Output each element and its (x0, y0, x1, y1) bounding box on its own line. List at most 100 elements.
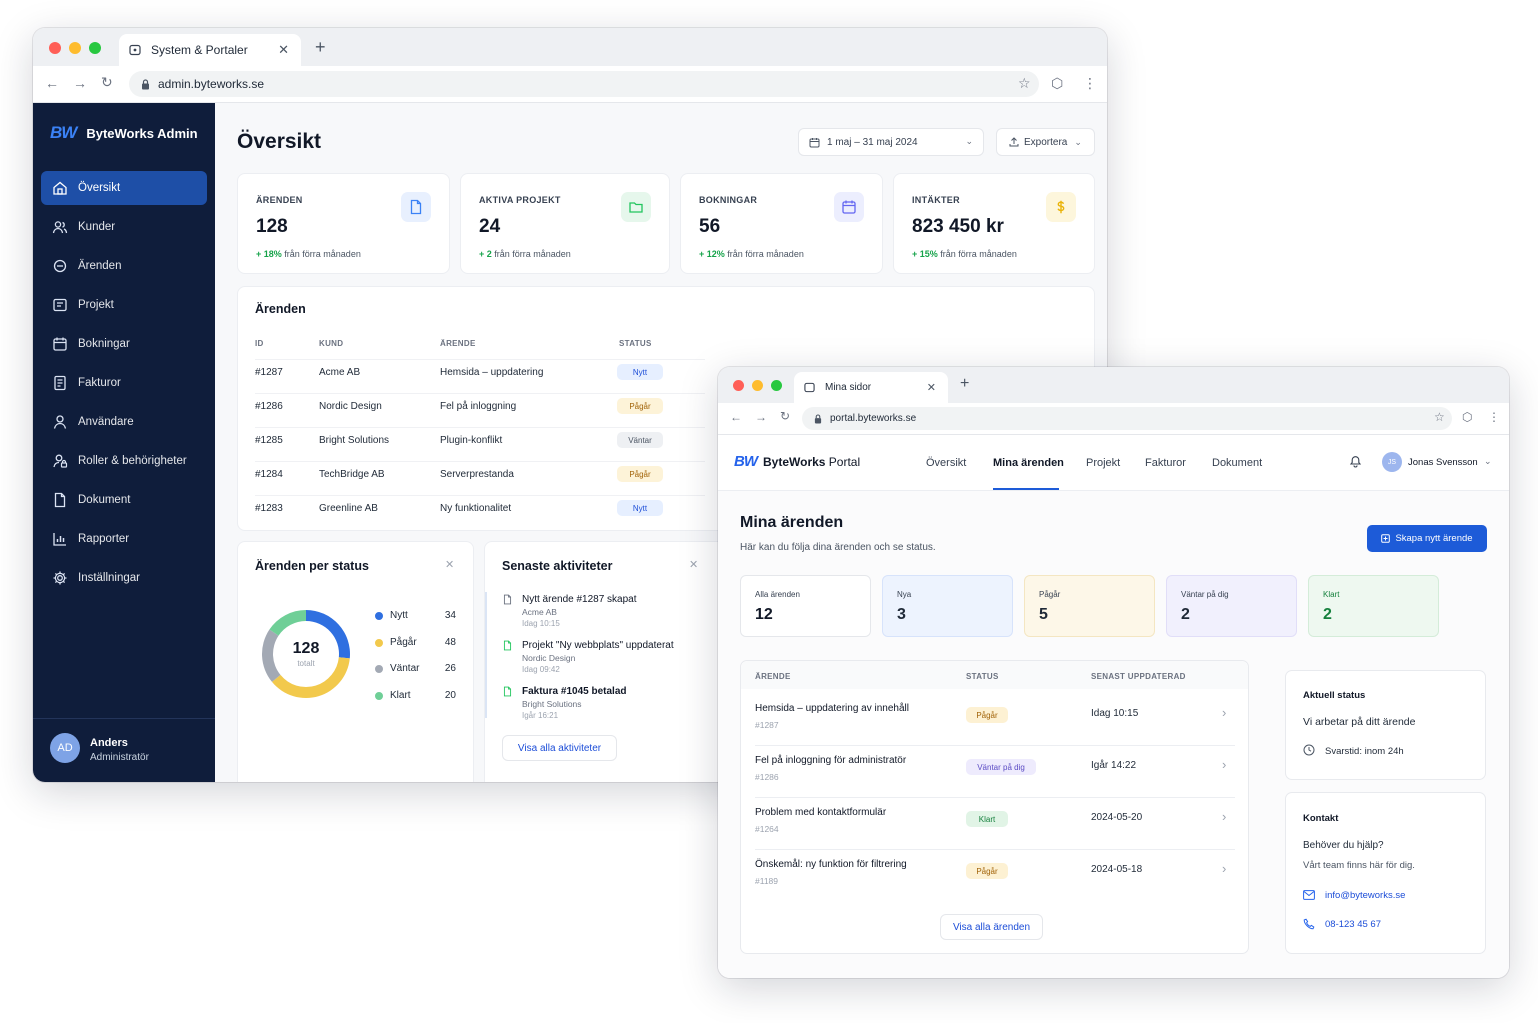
ticket-title[interactable]: Fel på inloggning för administratör (755, 755, 907, 766)
ticket-subject[interactable]: Hemsida – uppdatering (440, 367, 544, 378)
chevron-down-icon[interactable]: ⌄ (1484, 456, 1492, 466)
status-tile[interactable]: Pågår 5 (1024, 575, 1155, 637)
back-icon[interactable]: ← (45, 75, 59, 91)
nav-tab-0[interactable]: Översikt (926, 457, 967, 469)
avatar[interactable]: JS (1382, 452, 1402, 472)
close-window-button[interactable] (49, 42, 61, 54)
contact-email-link[interactable]: info@byteworks.se (1325, 890, 1406, 901)
sidebar-item-0[interactable]: Översikt (41, 171, 207, 205)
ticket-id[interactable]: #1286 (255, 401, 283, 412)
calendar-icon (809, 137, 820, 148)
activity-subject: Acme AB (522, 607, 557, 617)
reload-icon[interactable]: ↻ (780, 409, 791, 423)
sidebar-item-8[interactable]: Dokument (41, 483, 207, 517)
stat-delta-text: från förra månaden (724, 249, 804, 259)
nav-tab-4[interactable]: Dokument (1212, 457, 1263, 469)
close-tab-icon[interactable]: ✕ (278, 42, 289, 57)
reload-icon[interactable]: ↻ (101, 74, 113, 90)
browser-menu-icon[interactable]: ⋮ (1083, 75, 1097, 91)
nav-tab-1[interactable]: Mina ärenden (993, 457, 1064, 469)
bookmark-star-icon[interactable]: ☆ (1018, 75, 1031, 91)
contact-phone-link[interactable]: 08-123 45 67 (1325, 919, 1381, 930)
admin-brand[interactable]: BW ByteWorks Admin (50, 123, 198, 143)
sidebar-item-6[interactable]: Användare (41, 405, 207, 439)
nav-tab-2[interactable]: Projekt (1086, 457, 1121, 469)
ticket-id[interactable]: #1287 (255, 367, 283, 378)
forward-icon[interactable]: → (73, 75, 87, 91)
status-tile[interactable]: Klart 2 (1308, 575, 1439, 637)
sidebar-item-5[interactable]: Fakturor (41, 366, 207, 400)
activity-subject: Bright Solutions (522, 699, 582, 709)
bookmark-star-icon[interactable]: ☆ (1434, 410, 1445, 424)
create-ticket-button[interactable]: Skapa nytt ärende (1367, 525, 1487, 552)
portal-brand[interactable]: BW ByteWorks Portal (734, 453, 860, 470)
ticket-subject[interactable]: Plugin-konflikt (440, 435, 503, 446)
status-tile[interactable]: Väntar på dig 2 (1166, 575, 1297, 637)
window-controls[interactable] (733, 380, 782, 391)
stat-delta-text: från förra månaden (281, 249, 361, 259)
export-button[interactable]: Exportera ⌄ (996, 128, 1095, 156)
legend-value: 20 (444, 689, 456, 701)
browser-tab[interactable]: Mina sidor ✕ (794, 372, 948, 403)
ticket-title[interactable]: Önskemål: ny funktion för filtrering (755, 859, 907, 870)
status-tile[interactable]: Alla ärenden 12 (740, 575, 871, 637)
close-icon[interactable]: ✕ (445, 559, 455, 571)
extensions-icon[interactable]: ⬡ (1051, 75, 1064, 91)
chevron-right-icon[interactable]: › (1222, 809, 1227, 824)
tab-title: System & Portaler (151, 43, 248, 57)
brand-name-rest: Portal (825, 454, 861, 469)
activity-title[interactable]: Projekt "Ny webbplats" uppdaterat (522, 640, 674, 651)
close-icon[interactable]: ✕ (689, 559, 699, 571)
status-tile[interactable]: Nya 3 (882, 575, 1013, 637)
status-badge: Väntar på dig (966, 759, 1036, 775)
sidebar-user[interactable]: AD Anders Administratör (33, 718, 215, 782)
ticket-subject[interactable]: Serverprestanda (440, 469, 514, 480)
view-all-activities-button[interactable]: Visa alla aktiviteter (502, 735, 617, 761)
date-range-picker[interactable]: 1 maj – 31 maj 2024 ⌄ (798, 128, 984, 156)
new-tab-icon[interactable]: + (315, 37, 326, 57)
address-bar[interactable]: portal.byteworks.se (802, 407, 1452, 430)
sidebar-item-4[interactable]: Bokningar (41, 327, 207, 361)
ticket-title[interactable]: Hemsida – uppdatering av innehåll (755, 703, 909, 714)
sidebar-item-2[interactable]: Ärenden (41, 249, 207, 283)
ticket-subject[interactable]: Ny funktionalitet (440, 503, 512, 514)
close-window-button[interactable] (733, 380, 744, 391)
browser-menu-icon[interactable]: ⋮ (1488, 410, 1500, 424)
bell-icon[interactable] (1349, 454, 1362, 468)
ticket-id[interactable]: #1284 (255, 469, 283, 480)
minimize-window-button[interactable] (752, 380, 763, 391)
maximize-window-button[interactable] (771, 380, 782, 391)
chevron-right-icon[interactable]: › (1222, 705, 1227, 720)
browser-tab[interactable]: System & Portaler ✕ (119, 34, 301, 66)
forward-icon[interactable]: → (755, 410, 767, 424)
sidebar-item-7[interactable]: Roller & behörigheter (41, 444, 207, 478)
sidebar-item-1[interactable]: Kunder (41, 210, 207, 244)
chevron-right-icon[interactable]: › (1222, 861, 1227, 876)
ticket-id[interactable]: #1283 (255, 503, 283, 514)
chevron-right-icon[interactable]: › (1222, 757, 1227, 772)
ticket-title[interactable]: Problem med kontaktformulär (755, 807, 887, 818)
col-subject: ÄRENDE (755, 672, 791, 681)
nav-tab-3[interactable]: Fakturor (1145, 457, 1186, 469)
activity-title[interactable]: Nytt ärende #1287 skapat (522, 594, 637, 605)
sidebar-item-3[interactable]: Projekt (41, 288, 207, 322)
activity-title[interactable]: Faktura #1045 betalad (522, 686, 627, 697)
tile-value: 2 (1323, 606, 1332, 623)
close-tab-icon[interactable]: ✕ (926, 382, 936, 394)
minimize-window-button[interactable] (69, 42, 81, 54)
sidebar-item-9[interactable]: Rapporter (41, 522, 207, 556)
user-name[interactable]: Jonas Svensson (1408, 457, 1478, 468)
admin-sidebar: BW ByteWorks Admin Översikt Kunder Ärenden… (33, 103, 215, 782)
maximize-window-button[interactable] (89, 42, 101, 54)
view-all-tickets-button[interactable]: Visa alla ärenden (940, 914, 1043, 940)
window-controls[interactable] (49, 42, 101, 54)
ticket-subject[interactable]: Fel på inloggning (440, 401, 517, 412)
clock-icon (1303, 744, 1315, 756)
ticket-id[interactable]: #1285 (255, 435, 283, 446)
back-icon[interactable]: ← (730, 410, 742, 424)
new-tab-icon[interactable]: + (960, 375, 970, 392)
export-icon (1009, 137, 1019, 147)
sidebar-item-10[interactable]: Inställningar (41, 561, 207, 595)
extensions-icon[interactable]: ⬡ (1462, 410, 1473, 424)
address-bar[interactable]: admin.byteworks.se (129, 71, 1039, 97)
